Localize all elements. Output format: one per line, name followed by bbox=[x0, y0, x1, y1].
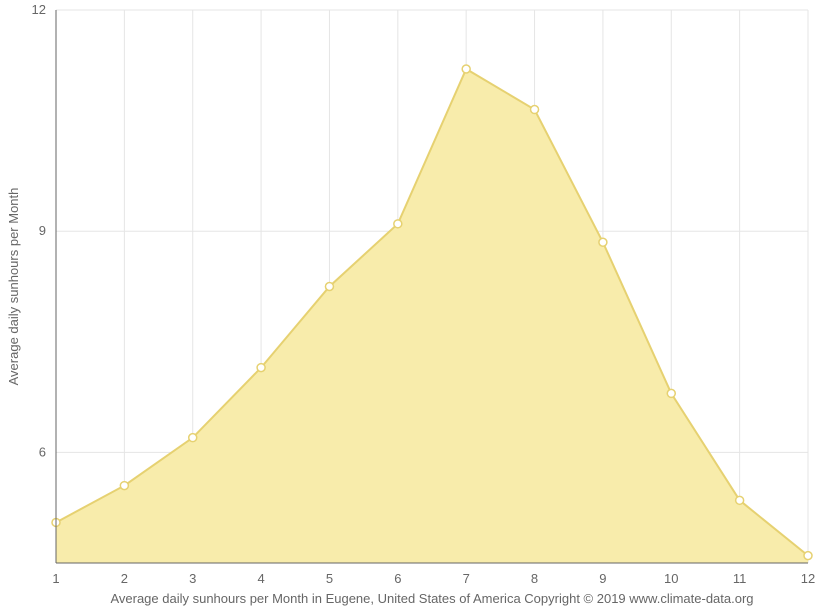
sunhours-chart: 1234567891011126912Average daily sunhour… bbox=[0, 0, 815, 611]
x-tick-label: 6 bbox=[394, 571, 401, 586]
data-marker bbox=[804, 552, 812, 560]
data-marker bbox=[120, 482, 128, 490]
x-tick-label: 3 bbox=[189, 571, 196, 586]
data-marker bbox=[325, 283, 333, 291]
x-tick-label: 12 bbox=[801, 571, 815, 586]
data-marker bbox=[599, 238, 607, 246]
x-tick-label: 5 bbox=[326, 571, 333, 586]
x-tick-label: 7 bbox=[463, 571, 470, 586]
area-fill bbox=[56, 69, 808, 563]
data-marker bbox=[257, 364, 265, 372]
y-tick-label: 12 bbox=[32, 2, 46, 17]
data-marker bbox=[189, 434, 197, 442]
y-tick-label: 6 bbox=[39, 444, 46, 459]
data-marker bbox=[531, 106, 539, 114]
chart-svg: 1234567891011126912Average daily sunhour… bbox=[0, 0, 815, 611]
x-tick-label: 8 bbox=[531, 571, 538, 586]
x-tick-label: 11 bbox=[733, 571, 747, 586]
data-marker bbox=[736, 496, 744, 504]
x-tick-label: 2 bbox=[121, 571, 128, 586]
chart-caption: Average daily sunhours per Month in Euge… bbox=[110, 591, 753, 606]
x-tick-label: 4 bbox=[257, 571, 264, 586]
data-marker bbox=[667, 389, 675, 397]
data-marker bbox=[462, 65, 470, 73]
y-tick-label: 9 bbox=[39, 223, 46, 238]
y-axis-label: Average daily sunhours per Month bbox=[6, 188, 21, 386]
x-tick-label: 10 bbox=[664, 571, 678, 586]
x-tick-label: 9 bbox=[599, 571, 606, 586]
x-tick-label: 1 bbox=[52, 571, 59, 586]
data-marker bbox=[394, 220, 402, 228]
